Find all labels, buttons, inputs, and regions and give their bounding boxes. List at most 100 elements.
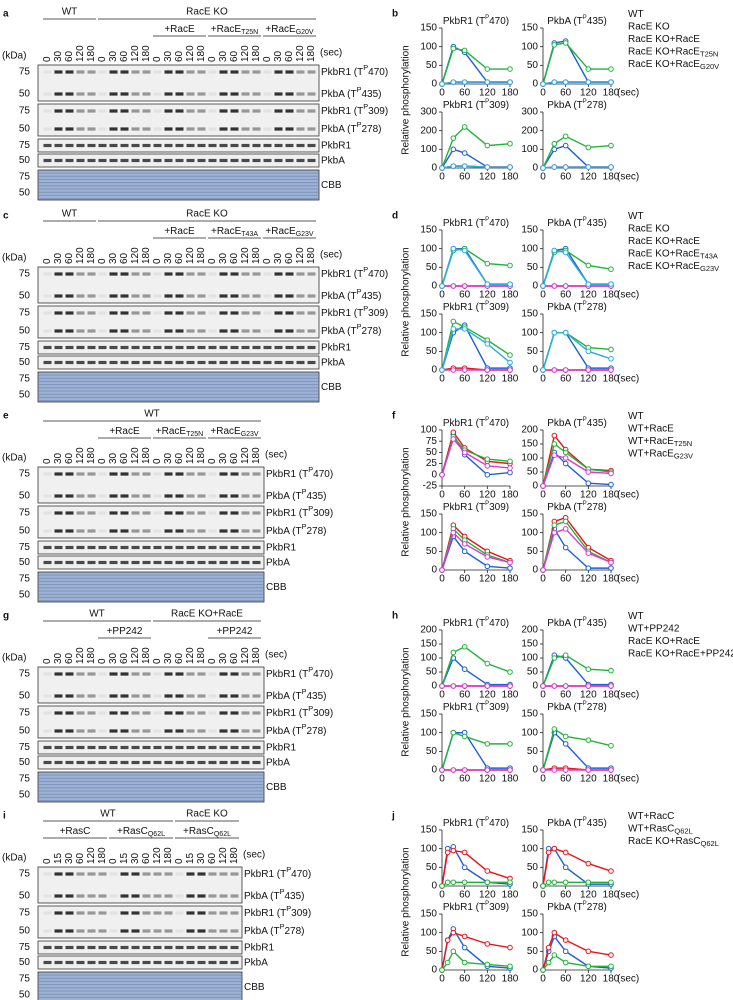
data-point	[608, 367, 614, 373]
text-part: WT	[628, 611, 644, 622]
x-tick-label: 60	[560, 172, 572, 183]
band	[142, 872, 151, 876]
band	[98, 560, 107, 565]
text-part: PkbR1	[266, 542, 296, 553]
data-point	[461, 864, 468, 871]
band-label: PkbA (TP435)	[321, 287, 382, 302]
band	[186, 745, 195, 750]
data-point	[562, 733, 569, 740]
x-tick-label: 60	[560, 974, 572, 985]
blot-strip	[37, 740, 265, 755]
data-point	[608, 742, 614, 749]
text-part: WT+RacE	[628, 423, 674, 434]
data-point	[562, 683, 569, 689]
text-part: P	[286, 865, 291, 874]
data-point	[439, 283, 445, 289]
band	[175, 672, 184, 676]
band	[252, 127, 261, 131]
text-part: +RacE	[265, 24, 296, 35]
band	[153, 911, 162, 915]
band	[109, 545, 118, 550]
band	[164, 143, 173, 148]
band	[274, 272, 283, 276]
kda-marker: 75	[19, 469, 31, 480]
band	[43, 929, 52, 933]
band	[241, 92, 250, 96]
data-point	[507, 367, 513, 373]
lane-label: 30	[218, 50, 229, 62]
text-part: P	[583, 501, 587, 507]
band	[175, 92, 184, 96]
text-part: P	[583, 901, 587, 907]
lane-label: 30	[218, 252, 229, 264]
band	[274, 345, 283, 350]
x-tick-label: 180	[603, 890, 620, 901]
band	[274, 70, 283, 74]
legend-entry: WT	[628, 9, 644, 20]
group-label: +RacE	[164, 226, 195, 237]
y-tick-label: 150	[521, 23, 538, 34]
text-part: PkbR1 (T	[321, 67, 363, 78]
band	[98, 711, 107, 715]
x-tick-label: 0	[540, 574, 546, 585]
text-part: PkbR1 (T	[443, 218, 485, 229]
band	[241, 545, 250, 550]
band	[197, 945, 206, 950]
data-point	[450, 326, 457, 332]
text-part: P	[308, 504, 313, 513]
lane-label: 120	[75, 647, 86, 664]
text-part: 309)	[489, 302, 509, 313]
blot-strip	[37, 371, 320, 403]
band	[197, 127, 206, 131]
band	[76, 760, 85, 765]
band	[285, 109, 294, 113]
band	[87, 311, 96, 315]
band	[76, 494, 85, 498]
band	[208, 945, 217, 950]
text-part: P	[302, 522, 307, 531]
band	[87, 872, 96, 876]
band	[87, 529, 96, 533]
x-tick-label: 60	[560, 890, 572, 901]
y-tick-label: 50	[527, 467, 539, 478]
data-point	[608, 470, 614, 477]
band	[241, 529, 250, 533]
data-point	[562, 652, 569, 659]
kda-marker: 50	[19, 590, 31, 601]
x-tick-label: 120	[580, 574, 597, 585]
lane-label: 180	[196, 45, 207, 62]
band	[76, 711, 85, 715]
band	[164, 311, 173, 315]
band-label: PkbR1	[266, 742, 296, 753]
lane-label: 120	[185, 447, 196, 464]
band	[54, 729, 63, 733]
data-point	[461, 150, 468, 156]
kda-marker: 50	[19, 891, 31, 902]
band	[296, 109, 305, 113]
data-point	[540, 683, 546, 689]
lane-label: 180	[86, 45, 97, 62]
x-tick-label: 120	[580, 774, 597, 785]
lane-label: 60	[174, 652, 185, 664]
text-part: T25N	[674, 439, 692, 448]
time-unit: (sec)	[617, 490, 639, 501]
band	[43, 143, 52, 148]
text-part: 309)	[489, 100, 509, 111]
band-label: PkbA (TP278)	[321, 120, 382, 135]
band	[109, 360, 118, 365]
band	[274, 127, 283, 131]
data-point	[540, 883, 546, 889]
x-tick-label: 180	[603, 774, 620, 785]
text-part: PkbR1 (T	[266, 508, 308, 519]
band	[164, 158, 173, 163]
x-tick-label: 60	[459, 88, 471, 99]
text-part: RacE KO+RacE	[628, 636, 700, 647]
band	[175, 360, 184, 365]
band	[131, 894, 140, 898]
data-point	[484, 554, 491, 560]
panel-label: d	[392, 211, 398, 222]
text-part: P	[363, 265, 368, 274]
y-tick-label: 150	[521, 309, 538, 320]
band	[43, 360, 52, 365]
legend-entry: WT	[628, 411, 644, 422]
